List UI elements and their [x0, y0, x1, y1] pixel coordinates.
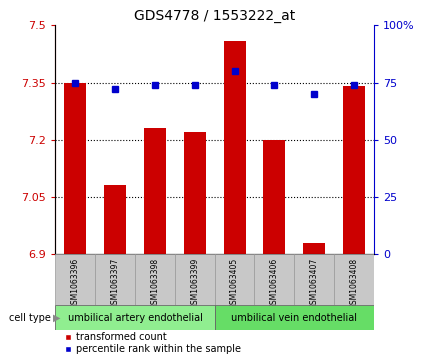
Bar — [95, 254, 135, 305]
Text: umbilical vein endothelial: umbilical vein endothelial — [231, 313, 357, 323]
Text: GSM1063396: GSM1063396 — [71, 258, 79, 309]
Bar — [294, 254, 334, 305]
Title: GDS4778 / 1553222_at: GDS4778 / 1553222_at — [134, 9, 295, 23]
Bar — [55, 254, 95, 305]
Bar — [64, 83, 86, 254]
Bar — [215, 254, 255, 305]
Bar — [184, 132, 206, 254]
Bar — [215, 305, 374, 330]
Bar — [264, 140, 285, 254]
Bar — [135, 254, 175, 305]
Bar — [104, 185, 126, 254]
Bar — [255, 254, 294, 305]
Bar — [175, 254, 215, 305]
Bar — [343, 86, 365, 254]
Text: umbilical artery endothelial: umbilical artery endothelial — [68, 313, 202, 323]
Text: GSM1063405: GSM1063405 — [230, 258, 239, 309]
Text: ▶: ▶ — [53, 313, 61, 323]
Legend: transformed count, percentile rank within the sample: transformed count, percentile rank withi… — [60, 329, 244, 358]
Text: GSM1063398: GSM1063398 — [150, 258, 159, 309]
Bar — [144, 128, 166, 254]
Text: GSM1063399: GSM1063399 — [190, 258, 199, 309]
Bar — [334, 254, 374, 305]
Bar — [55, 305, 215, 330]
Text: GSM1063397: GSM1063397 — [110, 258, 119, 309]
Text: GSM1063406: GSM1063406 — [270, 258, 279, 309]
Text: GSM1063407: GSM1063407 — [310, 258, 319, 309]
Text: cell type: cell type — [9, 313, 51, 323]
Bar — [303, 243, 325, 254]
Bar — [224, 41, 246, 254]
Text: GSM1063408: GSM1063408 — [350, 258, 359, 309]
